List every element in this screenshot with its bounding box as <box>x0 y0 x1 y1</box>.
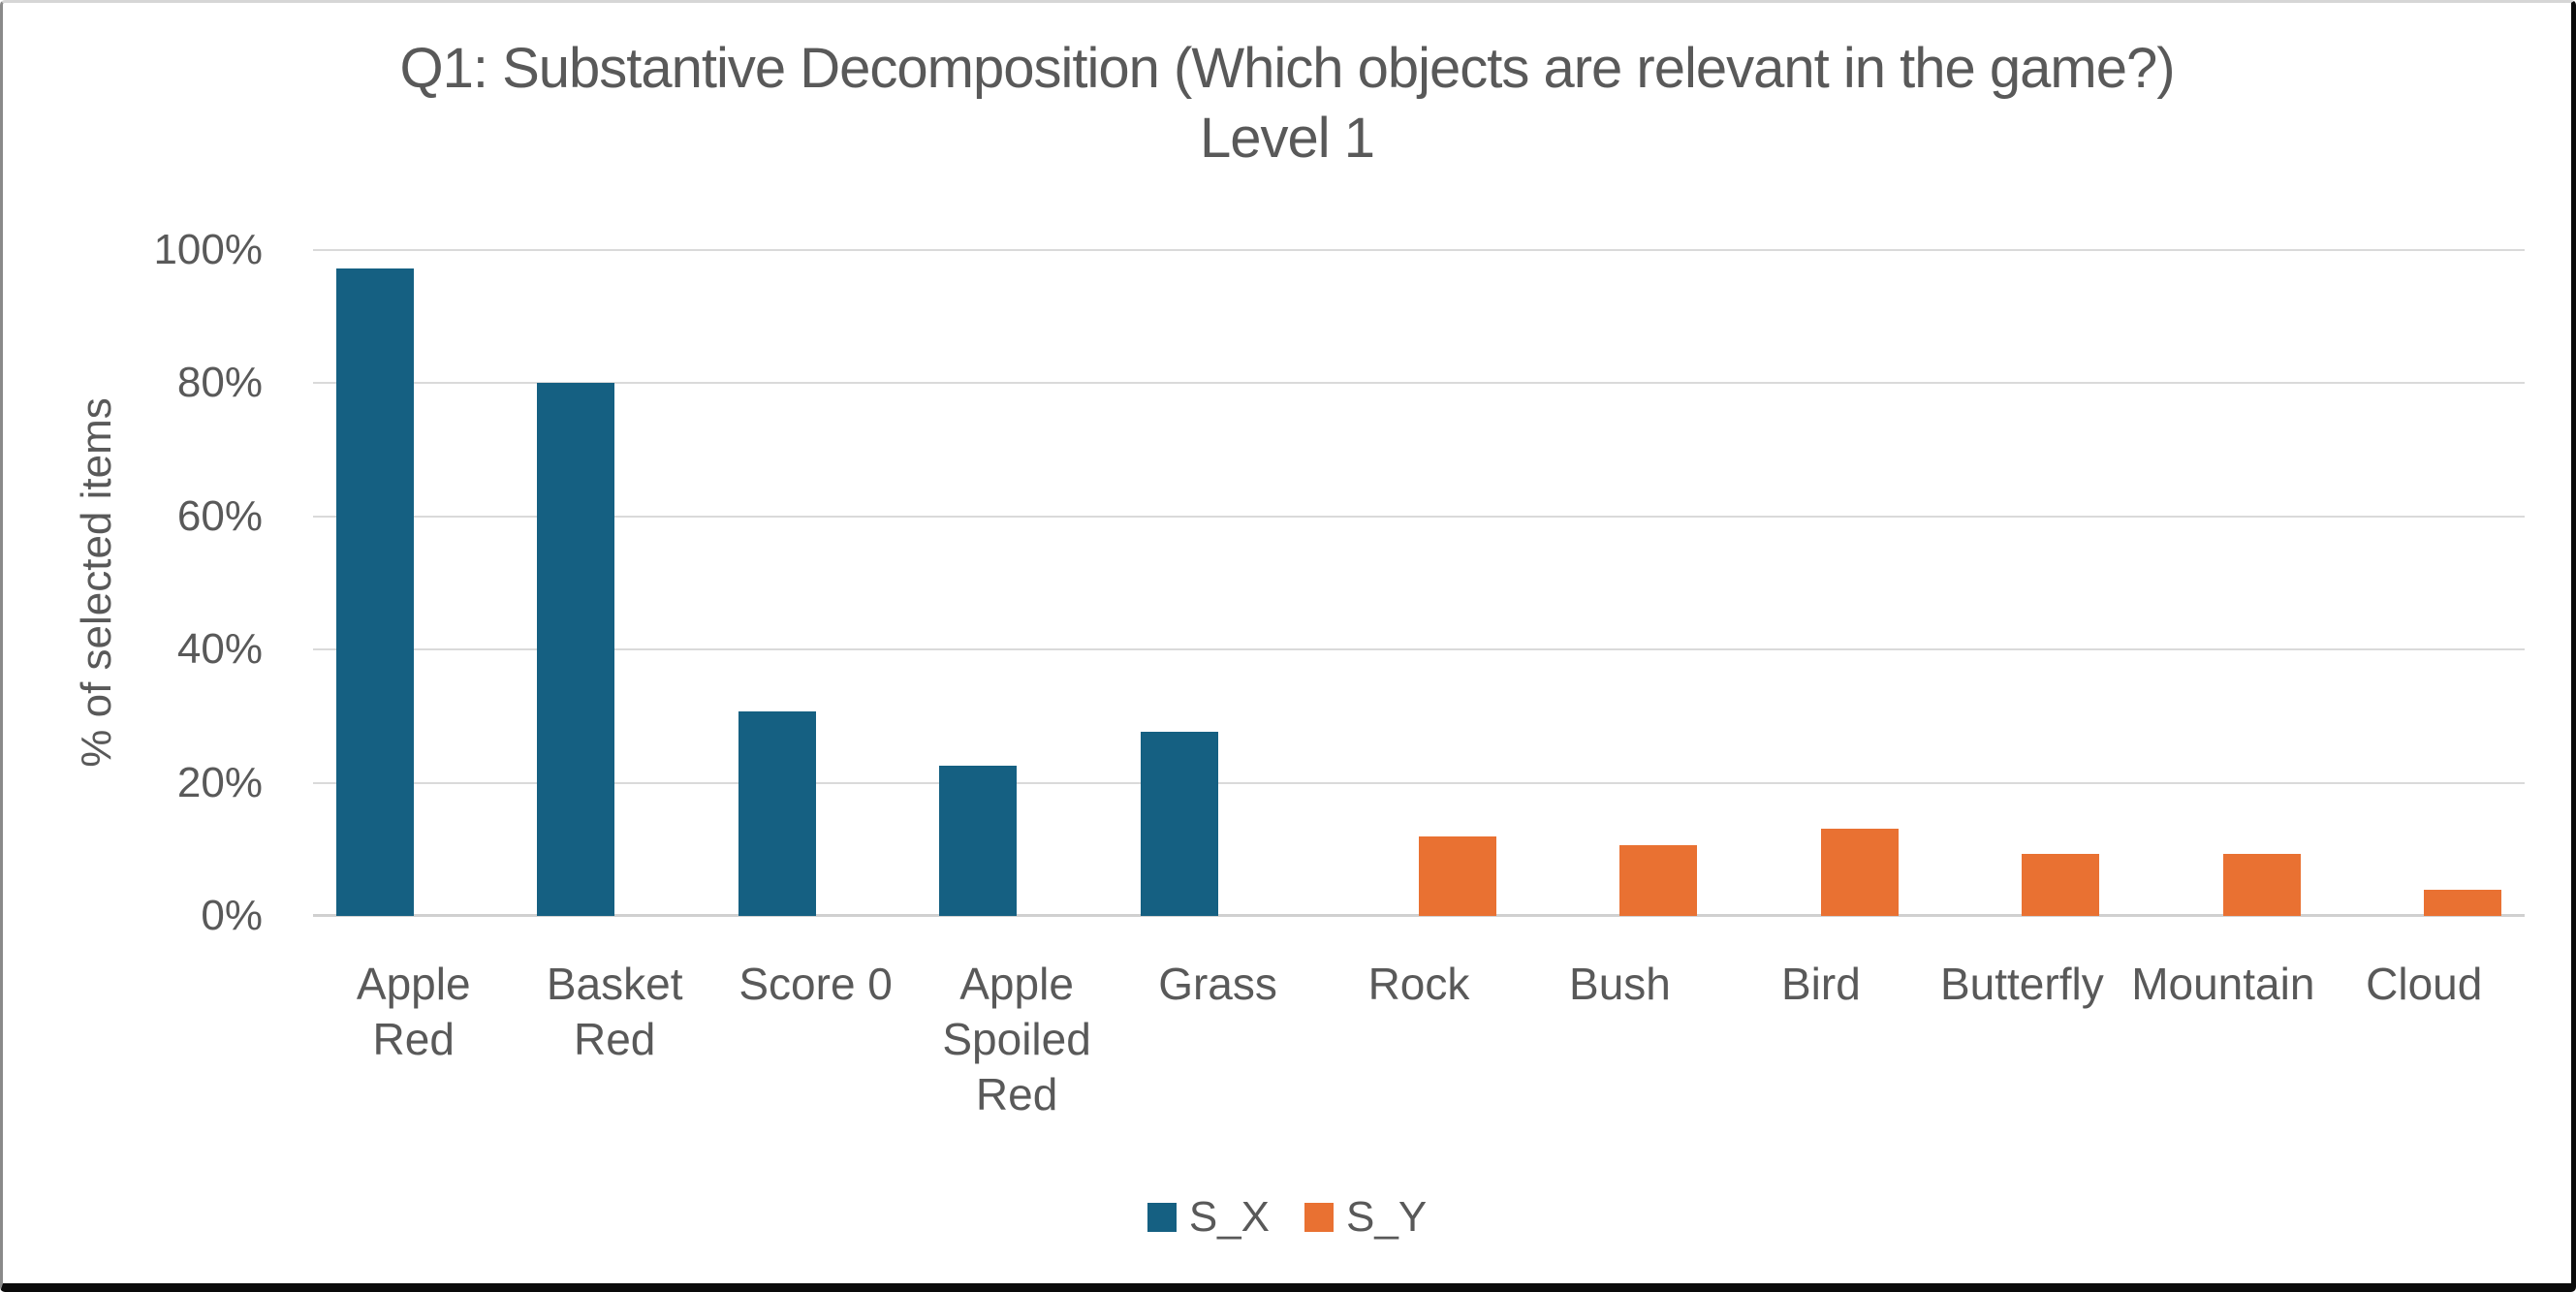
y-tick-label-20pct: 20% <box>176 758 263 806</box>
x-label-basket-red: Basket Red <box>546 959 683 1064</box>
legend-item-S_Y: S_Y <box>1304 1193 1427 1242</box>
x-label-mountain: Mountain <box>2131 959 2315 1009</box>
x-label-butterfly: Butterfly <box>1939 959 2104 1009</box>
gridline-100 <box>313 249 2525 251</box>
gridline-60 <box>313 515 2525 518</box>
x-label-apple-red: Apple Red <box>356 959 471 1064</box>
legend: S_X S_Y <box>3 1193 2571 1242</box>
gridline-40 <box>313 648 2525 651</box>
bar-S_Y-bird <box>1820 829 1899 916</box>
y-tick-label-0pct: 0% <box>201 892 263 939</box>
y-tick-label-40pct: 40% <box>176 625 263 674</box>
bar-S_X-grass <box>1140 731 1218 916</box>
x-label-grass: Grass <box>1158 959 1277 1009</box>
bar-S_X-score-0 <box>738 711 816 916</box>
bar-S_X-apple-spoiled-red <box>939 765 1018 916</box>
legend-swatch-S_Y <box>1304 1203 1334 1232</box>
gridline-20 <box>313 781 2525 784</box>
y-tick-label-60pct: 60% <box>176 491 263 540</box>
legend-label-S_X: S_X <box>1188 1193 1270 1241</box>
legend-swatch-S_X <box>1147 1203 1177 1232</box>
x-label-rock: Rock <box>1367 959 1470 1009</box>
x-label-bush: Bush <box>1569 959 1671 1009</box>
y-tick-label-80pct: 80% <box>176 359 263 407</box>
bar-S_Y-rock <box>1419 836 1496 916</box>
x-label-score-0: Score 0 <box>738 959 893 1009</box>
bar-S_Y-butterfly <box>2022 854 2100 916</box>
chart-title: Q1: Substantive Decomposition (Which obj… <box>3 34 2571 173</box>
chart-title-line2: Level 1 <box>1199 107 1375 170</box>
bar-S_X-basket-red <box>537 383 615 916</box>
bar-S_X-apple-red <box>335 268 414 916</box>
y-axis-title: % of selected items <box>73 397 120 768</box>
bar-S_Y-cloud <box>2424 890 2502 916</box>
x-label-cloud: Cloud <box>2366 959 2483 1009</box>
bar-S_Y-bush <box>1619 845 1698 916</box>
legend-item-S_X: S_X <box>1147 1193 1270 1242</box>
plot-area <box>313 249 2525 917</box>
bar-S_Y-mountain <box>2222 854 2301 916</box>
y-tick-label-100pct: 100% <box>153 226 263 273</box>
gridline-80 <box>313 382 2525 385</box>
chart-title-line1: Q1: Substantive Decomposition (Which obj… <box>399 37 2175 100</box>
legend-label-S_Y: S_Y <box>1346 1193 1428 1241</box>
x-label-bird: Bird <box>1780 959 1861 1009</box>
x-label-apple-spoiled-red: Apple Spoiled Red <box>942 959 1091 1119</box>
